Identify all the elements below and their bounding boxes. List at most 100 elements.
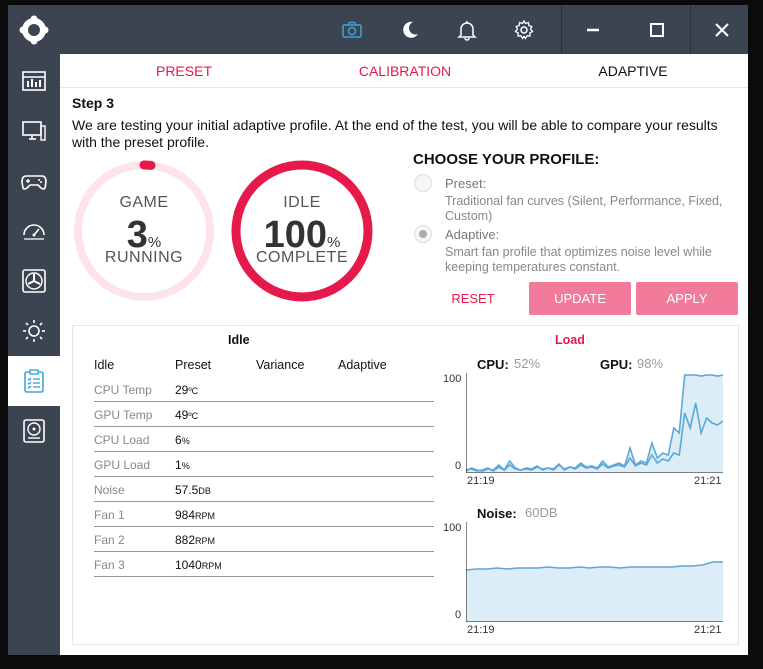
- checklist-icon: [24, 369, 44, 393]
- value-unit: %: [181, 461, 190, 471]
- table-header-variance: Variance: [256, 358, 305, 372]
- game-progress-ring: GAME 3% RUNNING: [71, 158, 217, 304]
- gpu-label: GPU:: [600, 357, 633, 372]
- value-unit: RPM: [195, 511, 216, 521]
- table-row-value: 1%: [175, 458, 190, 472]
- ring-value-number: 3: [126, 214, 148, 256]
- results-panel: [72, 325, 739, 645]
- table-row-label: CPU Load: [94, 433, 150, 447]
- preset-option-desc: Traditional fan curves (Silent, Performa…: [445, 194, 723, 223]
- update-button[interactable]: UPDATE: [529, 282, 631, 315]
- table-row-value: 984RPM: [175, 508, 215, 522]
- sidebar-item-performance[interactable]: [8, 206, 60, 256]
- gamepad-icon: [21, 175, 47, 190]
- sidebar-item-lighting[interactable]: [8, 306, 60, 356]
- row-divider: [94, 501, 434, 502]
- table-header-preset: Preset: [175, 358, 212, 372]
- ring-value-number: 100: [263, 214, 328, 256]
- ring-value: 100%: [229, 214, 375, 257]
- dashboard-icon: [22, 71, 46, 91]
- close-button[interactable]: [702, 5, 742, 54]
- value-number: 29: [175, 383, 189, 397]
- ring-top-label: IDLE: [283, 194, 321, 211]
- minimize-icon: [587, 28, 599, 31]
- load-section-title: Load: [555, 333, 585, 347]
- apply-button[interactable]: APPLY: [636, 282, 738, 315]
- ring-top-label: GAME: [119, 194, 169, 211]
- value-number: 57.5: [175, 483, 199, 497]
- table-row-value: 29ºC: [175, 383, 198, 397]
- sidebar-item-dashboard[interactable]: [8, 56, 60, 106]
- table-row-label: GPU Load: [94, 458, 151, 472]
- disk-icon: [23, 419, 45, 443]
- table-row-label: CPU Temp: [94, 383, 152, 397]
- value-unit: DB: [198, 486, 211, 496]
- table-row-value: 882RPM: [175, 533, 215, 547]
- y-tick-label: 0: [455, 609, 462, 621]
- dark-mode-button[interactable]: [390, 5, 430, 54]
- ring-value-unit: %: [147, 234, 162, 251]
- close-icon: [715, 22, 729, 37]
- gauge-icon: [23, 224, 45, 240]
- value-number: 882: [175, 533, 196, 547]
- fan-icon: [22, 269, 46, 293]
- y-tick-label: 0: [455, 460, 462, 472]
- row-divider: [94, 401, 434, 402]
- table-row-value: 49ºC: [175, 408, 198, 422]
- tab-preset[interactable]: PRESET: [155, 63, 212, 79]
- adaptive-radio[interactable]: [414, 225, 432, 243]
- ring-value-unit: %: [327, 234, 341, 251]
- y-tick-label: 100: [443, 522, 462, 534]
- row-divider: [94, 576, 434, 577]
- table-header-idle: Idle: [94, 358, 115, 372]
- tab-calibration[interactable]: CALIBRATION: [358, 63, 452, 79]
- ring-text: GAME 3% RUNNING: [71, 158, 217, 304]
- minimize-button[interactable]: [573, 5, 613, 54]
- separator: [561, 5, 562, 54]
- x-tick-label: 21:21: [694, 624, 722, 636]
- sidebar-item-gaming[interactable]: [8, 156, 60, 206]
- noise-chart: [466, 522, 723, 622]
- value-unit: ºC: [188, 411, 199, 421]
- series-line-gpu: [466, 374, 723, 472]
- y-tick-label: 100: [443, 373, 462, 385]
- sidebar: [8, 5, 60, 655]
- maximize-button[interactable]: [637, 5, 677, 54]
- value-unit: RPM: [201, 561, 222, 571]
- row-divider: [94, 476, 434, 477]
- notifications-button[interactable]: [447, 5, 487, 54]
- separator: [690, 5, 691, 54]
- app-window: PRESET CALIBRATION ADAPTIVE Step 3 We ar…: [8, 5, 748, 655]
- ring-value: 3%: [71, 214, 217, 257]
- app-logo: [8, 5, 60, 55]
- x-tick-label: 21:19: [467, 475, 495, 487]
- ring-text: IDLE 100% COMPLETE: [229, 158, 375, 304]
- row-divider: [94, 426, 434, 427]
- logo-icon: [19, 15, 49, 45]
- brightness-icon: [23, 320, 45, 342]
- table-row-label: GPU Temp: [94, 408, 153, 422]
- series-line-noise: [466, 561, 723, 571]
- tab-adaptive[interactable]: ADAPTIVE: [598, 63, 668, 79]
- adaptive-option-title: Adaptive:: [445, 227, 500, 242]
- tab-bar: PRESET CALIBRATION ADAPTIVE: [60, 54, 748, 88]
- reset-button[interactable]: RESET: [451, 291, 495, 306]
- camera-icon: [342, 21, 362, 38]
- cpu-value: 52%: [514, 356, 541, 371]
- sidebar-item-storage[interactable]: [8, 406, 60, 456]
- sidebar-item-system[interactable]: [8, 106, 60, 156]
- settings-button[interactable]: [504, 5, 544, 54]
- ring-bottom-label: RUNNING: [104, 249, 184, 266]
- camera-button[interactable]: [332, 5, 372, 54]
- preset-radio[interactable]: [414, 174, 432, 192]
- sidebar-item-fan[interactable]: [8, 256, 60, 306]
- noise-value: 60DB: [525, 505, 558, 520]
- x-tick-label: 21:19: [467, 624, 495, 636]
- gear-icon: [514, 19, 534, 40]
- value-unit: ºC: [188, 386, 199, 396]
- idle-progress-ring: IDLE 100% COMPLETE: [229, 158, 375, 304]
- moon-icon: [403, 21, 418, 38]
- maximize-icon: [650, 22, 664, 37]
- sidebar-item-tests[interactable]: [8, 356, 60, 406]
- table-row-value: 57.5DB: [175, 483, 211, 497]
